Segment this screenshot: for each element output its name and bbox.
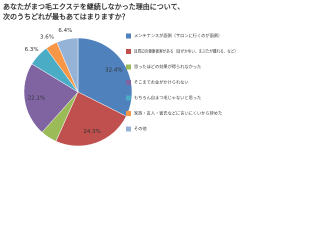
data-label: 22.1% — [28, 96, 45, 102]
legend-label: メンテナンスが面倒（サロンに行くのが面倒） — [134, 32, 222, 39]
chart-title: あなたがまつ毛エクステを継続しなかった理由について、 — [3, 2, 184, 11]
data-label: 32.4% — [105, 67, 122, 73]
legend-marker — [126, 126, 131, 132]
data-label: 6.4% — [58, 28, 72, 34]
data-label: 3.6% — [40, 35, 54, 41]
legend-label: 目周辺の健康被害がある（目がかゆい、まぶたが腫れる、など） — [134, 48, 238, 55]
chart-title: 次のうちどれが最もあてはまりますか？ — [3, 12, 129, 21]
pie-slice — [77, 37, 133, 117]
pie-slice — [23, 63, 79, 133]
legend-label: もちろん自まつ毛じゃないと思った — [134, 94, 201, 101]
legend-label: その他 — [134, 125, 147, 132]
pie-slice — [55, 91, 127, 147]
legend-marker — [126, 64, 131, 70]
legend-marker — [126, 80, 131, 85]
legend-label: 家族・友人・彼氏などに言いにくいから辞めた — [134, 110, 222, 117]
legend-marker — [126, 111, 131, 116]
data-label: 24.3% — [83, 129, 100, 135]
data-label: 6.3% — [25, 47, 39, 53]
legend-marker — [126, 49, 131, 54]
legend-label: 思ったほどの効果が得られなかった — [134, 63, 201, 70]
legend-marker — [126, 33, 131, 39]
legend-marker — [126, 95, 131, 101]
legend-label: そこまでお金がかけられない — [134, 79, 189, 86]
pie-slice — [56, 37, 79, 93]
chart: あなたがまつ毛エクステを継続しなかった理由について、 次のうちどれが最もあてはま… — [0, 0, 240, 150]
